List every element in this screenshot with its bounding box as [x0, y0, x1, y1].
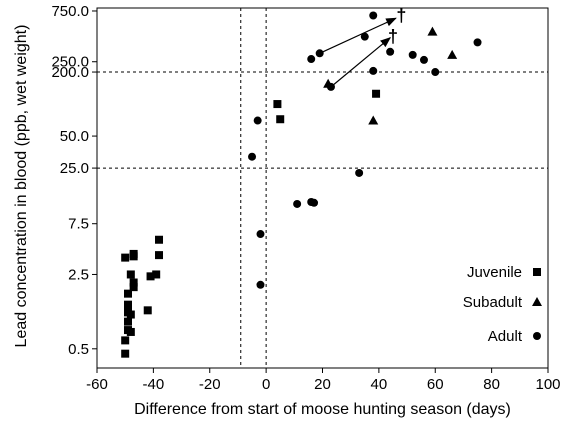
juvenile-point — [155, 235, 164, 244]
adult-point — [369, 11, 378, 20]
legend-marker-adult — [533, 332, 541, 340]
adult-point — [256, 280, 265, 289]
adult-point — [360, 32, 369, 41]
x-tick-label: 40 — [371, 376, 388, 393]
adult-point — [256, 230, 265, 239]
plot-frame — [96, 7, 549, 369]
y-tick-label: 250.0 — [51, 54, 89, 71]
y-tick-label: 2.5 — [68, 266, 89, 283]
juvenile-point — [129, 278, 138, 287]
subadult-point — [447, 49, 458, 59]
dagger-annotation: † — [388, 27, 398, 47]
legend: Juvenile Subadult Adult — [463, 264, 542, 345]
dagger-annotation: † — [396, 6, 406, 26]
subadult-point — [427, 26, 438, 36]
x-tick-label: -40 — [143, 376, 165, 393]
legend-label-juvenile: Juvenile — [467, 264, 522, 281]
reference-lines — [97, 8, 548, 368]
juvenile-point — [143, 306, 152, 315]
adult-point — [315, 49, 324, 58]
juvenile-point — [126, 310, 135, 319]
x-tick-label: 100 — [535, 376, 560, 393]
x-axis-title: Difference from start of moose hunting s… — [134, 401, 511, 418]
juvenile-point — [124, 300, 133, 309]
x-tick-label: 20 — [314, 376, 331, 393]
y-tick-label: 200.0 — [51, 64, 89, 81]
juvenile-point — [152, 270, 161, 279]
arrow — [330, 36, 392, 88]
juvenile-point — [124, 289, 133, 298]
x-tick-label: -60 — [86, 376, 108, 393]
x-tick-label: 60 — [427, 376, 444, 393]
y-tick-label: 750.0 — [51, 3, 89, 20]
juvenile-point — [273, 100, 282, 109]
data-points — [121, 11, 482, 358]
adult-point — [293, 199, 302, 208]
juvenile-point — [372, 89, 381, 98]
adult-point — [253, 116, 262, 125]
arrow — [319, 17, 397, 54]
legend-marker-subadult — [532, 297, 542, 306]
y-tick-label: 7.5 — [68, 216, 89, 233]
subadult-point — [368, 115, 379, 125]
juvenile-point — [146, 272, 155, 281]
juvenile-point — [126, 327, 135, 336]
y-tick-label: 0.5 — [68, 341, 89, 358]
juvenile-point — [126, 270, 135, 279]
juvenile-point — [121, 336, 130, 345]
legend-label-adult: Adult — [488, 328, 523, 345]
juvenile-point — [121, 253, 130, 262]
juvenile-point — [121, 349, 130, 358]
adult-point — [408, 50, 417, 59]
x-tick-label: -20 — [199, 376, 221, 393]
x-tick-label: 0 — [262, 376, 270, 393]
legend-marker-juvenile — [533, 268, 541, 276]
juvenile-point — [276, 115, 285, 124]
adult-point — [310, 198, 319, 207]
y-tick-label: 50.0 — [60, 128, 89, 145]
adult-point — [326, 82, 335, 91]
juvenile-point — [129, 249, 138, 258]
adult-point — [431, 68, 440, 77]
adult-point — [307, 55, 316, 64]
juvenile-point — [124, 317, 133, 326]
legend-label-subadult: Subadult — [463, 294, 523, 311]
x-tick-label: 80 — [483, 376, 500, 393]
adult-point — [419, 55, 428, 64]
adult-point — [248, 152, 257, 161]
annotations: †† — [319, 6, 406, 88]
adult-point — [473, 38, 482, 47]
x-axis: -60 -40 -20 0 20 40 60 80 100 — [86, 368, 561, 393]
adult-point — [369, 66, 378, 75]
adult-point — [355, 168, 364, 177]
adult-point — [386, 47, 395, 56]
juvenile-point — [155, 251, 164, 260]
y-axis-title: Lead concentration in blood (ppb, wet we… — [13, 25, 30, 348]
y-tick-label: 25.0 — [60, 160, 89, 177]
juvenile-point — [129, 283, 138, 292]
